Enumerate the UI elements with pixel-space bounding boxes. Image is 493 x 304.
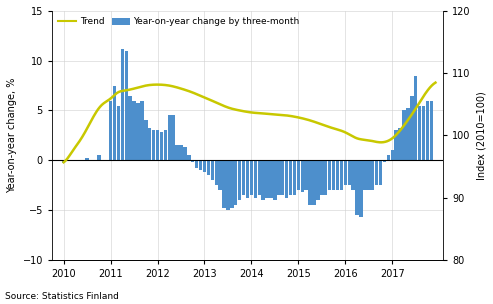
Bar: [109, 101, 112, 160]
Bar: [253, 160, 257, 198]
Bar: [316, 160, 319, 200]
Bar: [402, 110, 406, 160]
Bar: [398, 128, 402, 160]
Bar: [222, 160, 226, 208]
Bar: [297, 160, 300, 190]
Bar: [422, 105, 425, 160]
Bar: [195, 160, 198, 168]
Bar: [168, 116, 171, 160]
Bar: [269, 160, 273, 198]
Bar: [406, 109, 410, 160]
Bar: [336, 160, 339, 190]
Bar: [238, 160, 242, 200]
Bar: [320, 160, 323, 195]
Bar: [387, 155, 390, 160]
Bar: [85, 158, 89, 160]
Bar: [367, 160, 371, 190]
Bar: [305, 160, 308, 190]
Bar: [144, 120, 147, 160]
Bar: [152, 130, 155, 160]
Bar: [426, 101, 429, 160]
Bar: [359, 160, 363, 217]
Bar: [129, 95, 132, 160]
Bar: [176, 145, 179, 160]
Bar: [234, 160, 238, 205]
Text: Source: Statistics Finland: Source: Statistics Finland: [5, 292, 119, 301]
Bar: [348, 160, 351, 185]
Bar: [242, 160, 246, 195]
Bar: [379, 160, 382, 185]
Bar: [62, 160, 66, 163]
Bar: [211, 160, 214, 180]
Bar: [250, 160, 253, 195]
Bar: [226, 160, 230, 210]
Bar: [309, 160, 312, 205]
Bar: [136, 102, 140, 160]
Bar: [285, 160, 288, 198]
Bar: [230, 160, 234, 208]
Bar: [246, 160, 249, 198]
Bar: [312, 160, 316, 205]
Bar: [340, 160, 343, 190]
Bar: [257, 160, 261, 195]
Bar: [324, 160, 327, 195]
Bar: [214, 160, 218, 185]
Bar: [187, 155, 191, 160]
Bar: [132, 101, 136, 160]
Bar: [301, 160, 304, 192]
Bar: [113, 86, 116, 160]
Bar: [191, 160, 194, 162]
Bar: [414, 76, 418, 160]
Bar: [281, 160, 284, 195]
Bar: [277, 160, 281, 195]
Bar: [371, 160, 374, 190]
Bar: [172, 116, 175, 160]
Y-axis label: Year-on-year change, %: Year-on-year change, %: [7, 78, 17, 193]
Bar: [418, 105, 422, 160]
Bar: [117, 105, 120, 160]
Bar: [203, 160, 206, 172]
Bar: [125, 51, 128, 160]
Bar: [121, 49, 124, 160]
Bar: [390, 150, 394, 160]
Bar: [207, 160, 210, 175]
Bar: [332, 160, 335, 190]
Bar: [363, 160, 367, 190]
Bar: [261, 160, 265, 200]
Bar: [265, 160, 269, 198]
Bar: [97, 155, 101, 160]
Bar: [289, 160, 292, 195]
Bar: [179, 145, 183, 160]
Bar: [148, 128, 151, 160]
Bar: [293, 160, 296, 195]
Bar: [218, 160, 222, 190]
Bar: [352, 160, 355, 190]
Bar: [156, 130, 159, 160]
Bar: [328, 160, 331, 190]
Bar: [375, 160, 378, 185]
Bar: [199, 160, 202, 170]
Bar: [183, 147, 187, 160]
Bar: [140, 101, 143, 160]
Bar: [164, 130, 167, 160]
Bar: [273, 160, 277, 200]
Bar: [160, 132, 163, 160]
Legend: Trend, Year-on-year change by three-month: Trend, Year-on-year change by three-mont…: [56, 16, 301, 28]
Bar: [410, 95, 414, 160]
Bar: [430, 101, 433, 160]
Bar: [344, 160, 347, 185]
Y-axis label: Index (2010=100): Index (2010=100): [476, 91, 486, 180]
Bar: [355, 160, 359, 215]
Bar: [394, 130, 398, 160]
Bar: [383, 160, 386, 162]
